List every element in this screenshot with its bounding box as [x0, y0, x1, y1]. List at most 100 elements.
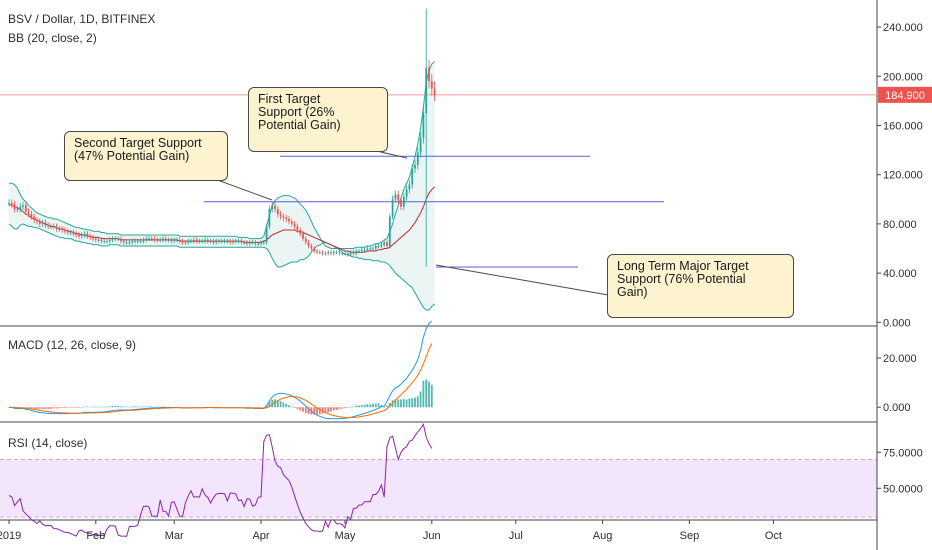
macd-histogram-bar [346, 407, 349, 408]
price-axis-tick-label: 240.000 [883, 22, 923, 34]
candle-body [402, 196, 405, 207]
candle-body [274, 205, 276, 210]
candle-body [232, 241, 234, 243]
candle-body [223, 241, 226, 243]
candle-body [220, 241, 223, 243]
candle-body [190, 241, 192, 243]
macd-histogram-bar [120, 406, 122, 408]
candle-body [349, 252, 352, 255]
candle-body [69, 232, 72, 234]
macd-histogram-bar [72, 407, 75, 408]
macd-histogram-bar [332, 407, 335, 411]
macd-histogram-bar [386, 405, 388, 408]
candle-body [388, 216, 391, 247]
macd-histogram-bar [55, 407, 58, 409]
macd-histogram-bar [52, 407, 55, 409]
candle-body [41, 222, 44, 224]
macd-histogram-bar [100, 406, 103, 408]
candle-body [248, 242, 251, 244]
candle-body [156, 239, 159, 241]
bb-lower-line [8, 223, 435, 311]
candle-body [304, 238, 307, 243]
candle-body [260, 242, 262, 244]
macd-histogram-bar [330, 407, 332, 412]
macd-histogram-bar [363, 404, 366, 408]
macd-histogram-bar [416, 396, 419, 408]
candle-body [47, 225, 50, 227]
candle-body [307, 242, 310, 247]
macd-histogram-bar [268, 401, 271, 408]
macd-histogram-bar [44, 407, 47, 410]
candle-body [391, 199, 394, 217]
macd-axis-tick-label: 20.000 [883, 353, 917, 365]
macd-histogram-bar [299, 407, 302, 411]
macd-histogram-bar [162, 406, 164, 408]
candle-body [386, 242, 388, 247]
macd-histogram-bar [274, 399, 276, 408]
time-axis-tick-label: Oct [765, 530, 782, 542]
bb-upper-line [9, 61, 435, 249]
macd-histogram-bar [316, 407, 318, 415]
price-badge-label: 184.900 [885, 90, 925, 102]
candle-body [279, 214, 282, 217]
candle-body [254, 242, 257, 244]
candle-body [83, 233, 86, 235]
candle-body [64, 230, 66, 232]
candle-body [92, 237, 94, 239]
candle-body [299, 230, 302, 234]
candle-body [66, 231, 69, 233]
candle-body [352, 252, 355, 254]
rsi-band-fill [0, 459, 877, 518]
macd-histogram-bar [318, 407, 321, 415]
macd-histogram-bar [92, 406, 94, 408]
candle-body [414, 164, 416, 169]
macd-indicator-label[interactable]: MACD (12, 26, close, 9) [8, 338, 137, 352]
macd-histogram-bar [125, 406, 128, 408]
second-target-annotation[interactable]: Second Target Support (47% Potential Gai… [64, 131, 228, 181]
macd-histogram-bar [86, 406, 89, 408]
candle-body [265, 226, 268, 243]
candle-body [128, 242, 131, 244]
macd-histogram-bar [419, 391, 422, 408]
macd-histogram-bar [302, 407, 304, 412]
macd-histogram-bar [128, 406, 131, 408]
macd-histogram-bar [279, 401, 282, 408]
candle-body [226, 241, 229, 243]
candle-body [16, 209, 19, 211]
candle-body [346, 253, 349, 255]
rsi-axis-tick-label: 75.0000 [883, 447, 923, 459]
macd-histogram-bar [397, 399, 400, 408]
candle-body [302, 233, 304, 239]
candle-body [330, 252, 332, 254]
first-target-annotation[interactable]: First Target Support (26% Potential Gain… [248, 87, 388, 152]
candle-body [176, 239, 178, 241]
candle-body [125, 242, 128, 244]
candle-body [324, 253, 327, 255]
macd-histogram-bar [355, 405, 358, 408]
candle-body [89, 236, 92, 238]
rsi-indicator-label[interactable]: RSI (14, close) [8, 436, 88, 450]
candle-body [136, 241, 139, 243]
macd-histogram-bar [97, 406, 100, 408]
candle-body [170, 239, 173, 242]
macd-histogram-bar [58, 407, 61, 409]
candle-body [122, 241, 125, 243]
macd-histogram-bar [293, 407, 296, 408]
macd-histogram-bar [103, 406, 106, 408]
macd-histogram-bar [145, 406, 148, 408]
candle-body [148, 238, 150, 240]
price-axis-tick-label: 120.000 [883, 170, 923, 182]
candle-body [394, 194, 397, 200]
candle-body [419, 137, 422, 153]
candle-body [114, 238, 117, 240]
macd-histogram-bar [36, 407, 38, 410]
long-term-target-annotation[interactable]: Long Term Major Target Support (76% Pote… [607, 254, 794, 318]
candle-body [341, 253, 344, 255]
bb-indicator-label[interactable]: BB (20, close, 2) [8, 31, 97, 45]
macd-histogram-bar [430, 384, 433, 408]
candle-body [162, 238, 164, 240]
candle-body [316, 250, 318, 253]
macd-histogram-bar [344, 407, 346, 409]
candle-body [397, 194, 400, 201]
candle-body [80, 234, 83, 237]
